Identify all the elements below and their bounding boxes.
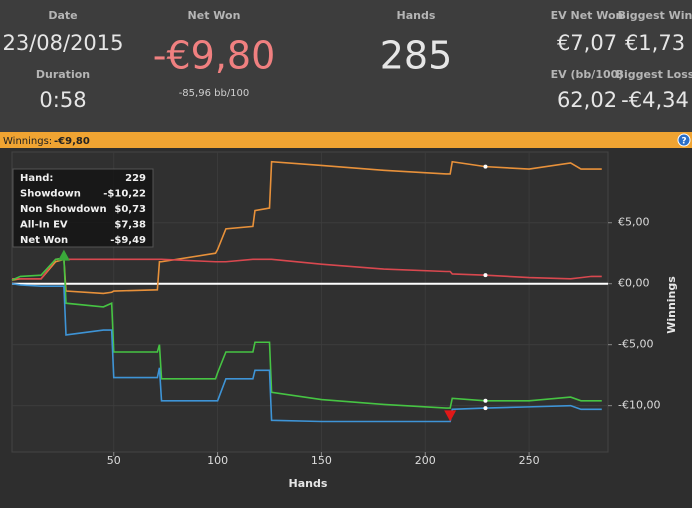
stat-label: Date bbox=[48, 9, 77, 22]
y-tick-label: -€10,00 bbox=[618, 399, 660, 412]
x-tick-label: 100 bbox=[207, 454, 228, 467]
banner-value: -€9,80 bbox=[54, 136, 90, 147]
hover-dot bbox=[483, 273, 488, 278]
x-tick-label: 250 bbox=[519, 454, 540, 467]
y-tick-label: -€5,00 bbox=[618, 338, 653, 351]
stat-value: 23/08/2015 bbox=[2, 31, 123, 55]
tooltip-label: Hand: bbox=[20, 173, 53, 184]
stat-label: Biggest Win bbox=[618, 9, 692, 22]
tooltip-value: $0,73 bbox=[114, 204, 146, 215]
stat-label: EV Net Won bbox=[551, 9, 624, 22]
series-line bbox=[11, 257, 602, 409]
x-tick-label: 200 bbox=[415, 454, 436, 467]
tooltip-value: -$9,49 bbox=[110, 235, 146, 246]
series-line bbox=[11, 282, 602, 423]
stat-label: Biggest Loss bbox=[616, 68, 692, 81]
banner bbox=[0, 132, 692, 148]
tooltip-value: $7,38 bbox=[114, 220, 146, 231]
help-icon-glyph: ? bbox=[681, 137, 686, 147]
stats-panel bbox=[0, 0, 692, 132]
stat-value: €1,73 bbox=[625, 31, 685, 55]
stat-label: Hands bbox=[397, 9, 436, 22]
stat-label: EV (bb/100) bbox=[551, 68, 624, 81]
tooltip-value: 229 bbox=[125, 173, 146, 184]
tooltip-label: Non Showdown bbox=[20, 204, 107, 215]
stat-label: Net Won bbox=[188, 9, 241, 22]
stat-value: 0:58 bbox=[39, 88, 86, 112]
x-tick-label: 50 bbox=[107, 454, 121, 467]
tooltip bbox=[12, 168, 154, 248]
x-axis-label: Hands bbox=[289, 477, 328, 490]
help-icon[interactable] bbox=[677, 133, 691, 147]
extreme-marker bbox=[444, 410, 457, 422]
hover-dot bbox=[483, 406, 488, 411]
y-axis-label: Winnings bbox=[665, 276, 678, 334]
stat-value: €7,07 bbox=[557, 31, 617, 55]
banner-label: Winnings: bbox=[3, 136, 52, 147]
stat-value: -€9,80 bbox=[153, 34, 276, 78]
stat-value: 285 bbox=[380, 34, 453, 78]
stat-sub: -85,96 bb/100 bbox=[179, 88, 250, 99]
y-tick-label: €0,00 bbox=[618, 277, 650, 290]
x-tick-label: 150 bbox=[311, 454, 332, 467]
tooltip-label: Showdown bbox=[20, 189, 81, 200]
y-tick-label: €5,00 bbox=[618, 216, 650, 229]
extreme-marker bbox=[57, 249, 70, 261]
stat-label: Duration bbox=[36, 68, 90, 81]
hover-dot bbox=[483, 398, 488, 403]
tooltip-label: All-In EV bbox=[20, 220, 68, 231]
stat-value: -€4,34 bbox=[621, 88, 689, 112]
hover-dot bbox=[483, 164, 488, 169]
stat-value: 62,02 bbox=[557, 88, 617, 112]
tooltip-label: Net Won bbox=[20, 235, 68, 246]
tooltip-value: -$10,22 bbox=[103, 189, 146, 200]
